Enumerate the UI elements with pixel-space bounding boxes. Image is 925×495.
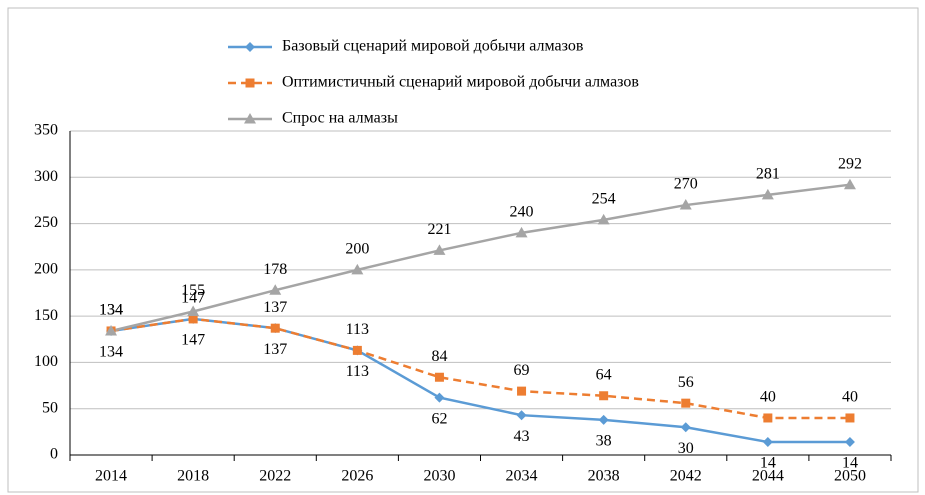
y-tick-label: 350 bbox=[34, 122, 58, 139]
data-label: 137 bbox=[263, 341, 287, 358]
x-tick-label: 2034 bbox=[506, 468, 538, 485]
data-point bbox=[105, 324, 118, 336]
data-label: 134 bbox=[99, 344, 123, 361]
data-point bbox=[352, 345, 362, 355]
data-label: 69 bbox=[514, 362, 530, 379]
legend-label: Спрос на алмазы bbox=[282, 110, 398, 127]
data-label: 178 bbox=[263, 261, 287, 278]
data-label: 134 bbox=[99, 302, 123, 319]
data-point bbox=[433, 244, 446, 255]
data-point bbox=[516, 410, 527, 421]
x-tick-label: 2038 bbox=[588, 468, 620, 485]
y-tick-label: 150 bbox=[34, 307, 58, 324]
data-label: 14 bbox=[760, 455, 776, 472]
data-label: 40 bbox=[760, 389, 776, 406]
data-point bbox=[187, 305, 200, 317]
x-tick-label: 2026 bbox=[341, 468, 373, 485]
data-point bbox=[843, 178, 856, 190]
x-tick-label: 2022 bbox=[259, 468, 291, 485]
data-point bbox=[681, 398, 691, 408]
x-tick-label: 2030 bbox=[423, 468, 455, 485]
data-label: 62 bbox=[431, 410, 447, 427]
data-label: 38 bbox=[596, 432, 612, 449]
legend-marker bbox=[244, 113, 256, 124]
x-tick-label: 2018 bbox=[177, 468, 209, 485]
series-line bbox=[110, 183, 851, 333]
data-label: 113 bbox=[346, 363, 369, 380]
x-tick-label: 2014 bbox=[95, 468, 127, 485]
y-tick-label: 0 bbox=[50, 446, 58, 463]
y-tick-label: 250 bbox=[34, 214, 58, 231]
data-point bbox=[351, 263, 364, 275]
x-tick-label: 2050 bbox=[834, 468, 866, 485]
data-point bbox=[188, 314, 198, 324]
data-label: 137 bbox=[263, 299, 287, 316]
data-label: 270 bbox=[674, 176, 698, 193]
data-point bbox=[763, 413, 773, 423]
data-point bbox=[599, 391, 609, 401]
data-label: 30 bbox=[678, 440, 694, 457]
data-label: 40 bbox=[842, 389, 858, 406]
data-point bbox=[515, 226, 528, 238]
chart-frame bbox=[7, 7, 919, 493]
data-point bbox=[597, 213, 610, 225]
data-label: 254 bbox=[592, 191, 616, 208]
data-label: 221 bbox=[427, 221, 451, 238]
data-label: 56 bbox=[678, 374, 694, 391]
data-point bbox=[680, 422, 691, 433]
data-label: 200 bbox=[345, 241, 369, 258]
x-tick-label: 2042 bbox=[670, 468, 702, 485]
legend-marker bbox=[245, 42, 255, 52]
x-tick-label: 2044 bbox=[752, 468, 784, 485]
data-point bbox=[844, 437, 855, 448]
data-label: 147 bbox=[181, 290, 205, 307]
data-label: 292 bbox=[838, 155, 862, 172]
data-point bbox=[845, 413, 855, 423]
y-tick-label: 100 bbox=[34, 353, 58, 370]
data-point bbox=[762, 437, 773, 448]
data-point bbox=[598, 414, 609, 425]
data-point bbox=[434, 372, 444, 382]
y-tick-label: 300 bbox=[34, 168, 58, 185]
data-label: 14 bbox=[842, 455, 858, 472]
data-point bbox=[679, 199, 692, 210]
data-point bbox=[269, 284, 282, 295]
data-label: 43 bbox=[514, 428, 530, 445]
data-label: 240 bbox=[510, 204, 534, 221]
legend-marker bbox=[245, 78, 255, 88]
legend-label: Базовый сценарий мировой добычи алмазов bbox=[282, 38, 584, 55]
y-tick-label: 200 bbox=[34, 261, 58, 278]
data-label: 147 bbox=[181, 332, 205, 349]
data-point bbox=[761, 188, 774, 200]
data-label: 64 bbox=[596, 366, 612, 383]
data-point bbox=[517, 386, 527, 396]
legend-label: Оптимистичный сценарий мировой добычи ал… bbox=[282, 74, 639, 91]
data-label: 134 bbox=[99, 302, 123, 319]
data-point bbox=[434, 392, 445, 403]
y-tick-label: 50 bbox=[42, 399, 58, 416]
data-point bbox=[270, 323, 280, 333]
data-label: 113 bbox=[346, 321, 369, 338]
series-line bbox=[110, 317, 850, 420]
data-label: 155 bbox=[181, 282, 205, 299]
data-label: 84 bbox=[431, 348, 447, 365]
data-label: 281 bbox=[756, 166, 780, 183]
